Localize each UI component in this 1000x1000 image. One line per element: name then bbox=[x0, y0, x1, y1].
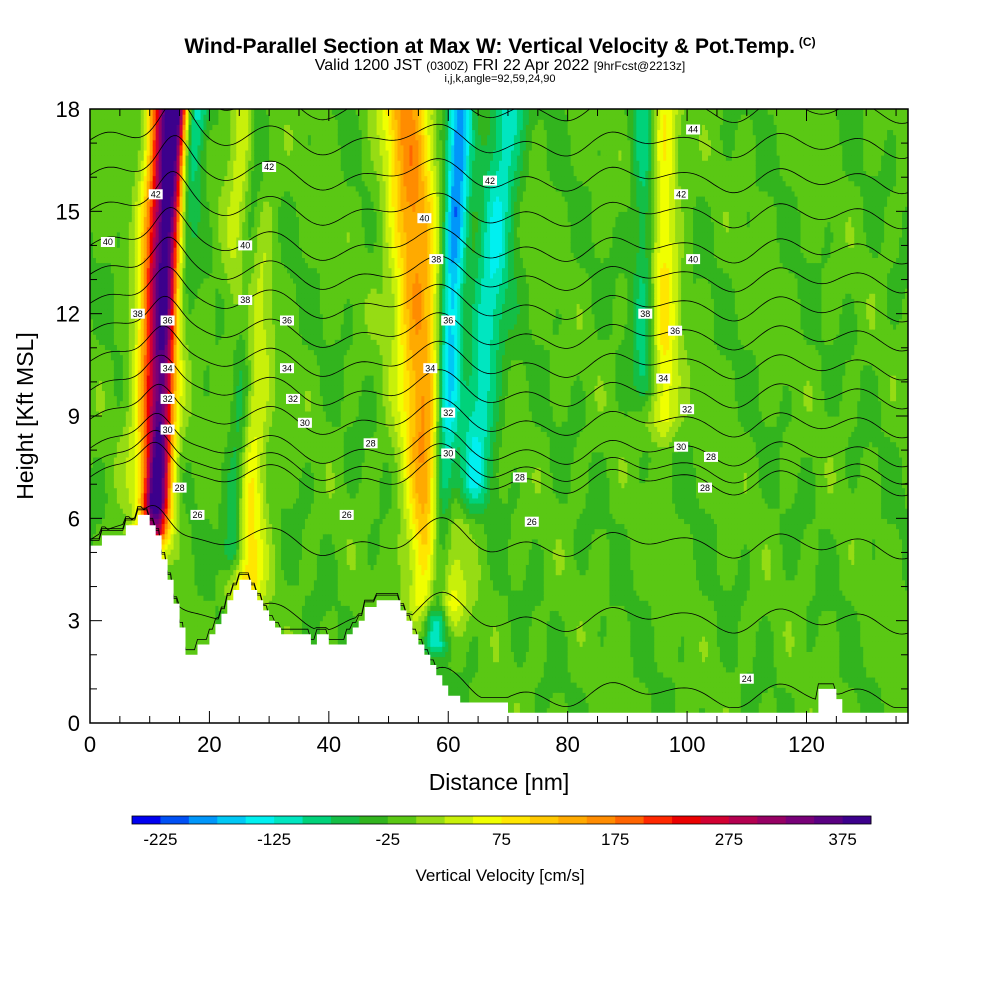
contour-label: 34 bbox=[656, 374, 670, 384]
contour-label: 24 bbox=[740, 674, 754, 684]
colorbar-tick-label: -125 bbox=[257, 830, 291, 849]
colorbar-tick-label: 275 bbox=[715, 830, 743, 849]
contour-label: 36 bbox=[161, 316, 175, 326]
colorbar-swatch bbox=[132, 816, 161, 824]
contour-label: 36 bbox=[441, 316, 455, 326]
contour-label: 44 bbox=[686, 125, 700, 135]
colorbar-swatch bbox=[246, 816, 275, 824]
colorbar-swatch bbox=[587, 816, 616, 824]
colorbar-swatch bbox=[786, 816, 815, 824]
x-axis-title: Distance [nm] bbox=[429, 769, 570, 795]
y-axis-title: Height [Kft MSL] bbox=[12, 332, 38, 499]
colorbar-tick-label: 75 bbox=[492, 830, 511, 849]
colorbar-tick-label: -25 bbox=[376, 830, 401, 849]
contour-label: 36 bbox=[668, 326, 682, 336]
colorbar-swatch bbox=[445, 816, 474, 824]
contour-label: 28 bbox=[364, 438, 378, 448]
contour-label: 32 bbox=[680, 404, 694, 414]
contour-label: 40 bbox=[417, 213, 431, 223]
x-tick-label: 80 bbox=[555, 732, 579, 757]
y-tick-label: 3 bbox=[68, 609, 80, 634]
contour-label: 30 bbox=[298, 418, 312, 428]
colorbar-swatch bbox=[388, 816, 417, 824]
colorbar-swatch bbox=[303, 816, 332, 824]
contour-label: 30 bbox=[674, 442, 688, 452]
contour-label: 34 bbox=[280, 363, 294, 373]
colorbar-swatch bbox=[644, 816, 673, 824]
contour-label: 32 bbox=[286, 394, 300, 404]
x-tick-label: 60 bbox=[436, 732, 460, 757]
colorbar-swatch bbox=[814, 816, 843, 824]
y-tick-label: 12 bbox=[56, 302, 80, 327]
x-tick-label: 40 bbox=[317, 732, 341, 757]
contour-label: 38 bbox=[429, 254, 443, 264]
y-tick-label: 0 bbox=[68, 711, 80, 736]
contour-label: 42 bbox=[483, 176, 497, 186]
contour-label: 32 bbox=[441, 408, 455, 418]
colorbar-swatch bbox=[189, 816, 218, 824]
colorbar-swatch bbox=[217, 816, 246, 824]
y-tick-label: 18 bbox=[56, 97, 80, 122]
contour-label: 42 bbox=[262, 162, 276, 172]
colorbar-swatch bbox=[700, 816, 729, 824]
contour-label: 26 bbox=[525, 517, 539, 527]
contour-label: 28 bbox=[698, 483, 712, 493]
colorbar-tick-label: -225 bbox=[143, 830, 177, 849]
contour-label: 28 bbox=[704, 452, 718, 462]
colorbar-swatch bbox=[274, 816, 303, 824]
colorbar-tick-label: 175 bbox=[601, 830, 629, 849]
contour-label: 28 bbox=[513, 472, 527, 482]
contour-label: 38 bbox=[638, 309, 652, 319]
x-tick-label: 0 bbox=[84, 732, 96, 757]
x-tick-label: 120 bbox=[788, 732, 825, 757]
y-tick-label: 15 bbox=[56, 199, 80, 224]
colorbar-swatch bbox=[558, 816, 587, 824]
contour-label: 32 bbox=[161, 394, 175, 404]
colorbar-swatch bbox=[843, 816, 872, 824]
contour-label: 40 bbox=[101, 237, 115, 247]
contour-label: 30 bbox=[441, 449, 455, 459]
colorbar-swatch bbox=[757, 816, 786, 824]
colorbar-swatch bbox=[473, 816, 502, 824]
colorbar-swatch bbox=[615, 816, 644, 824]
contour-label: 36 bbox=[280, 316, 294, 326]
colorbar-swatch bbox=[672, 816, 701, 824]
colorbar-swatch bbox=[160, 816, 189, 824]
contour-label: 26 bbox=[340, 510, 354, 520]
colorbar: -225 -125 -25 75 175 275 375 bbox=[132, 816, 871, 849]
contour-label: 38 bbox=[238, 295, 252, 305]
colorbar-swatch bbox=[729, 816, 758, 824]
contour-label: 42 bbox=[149, 189, 163, 199]
colorbar-swatch bbox=[530, 816, 559, 824]
contour-label: 38 bbox=[131, 309, 145, 319]
contour-label: 42 bbox=[674, 189, 688, 199]
contour-label: 40 bbox=[686, 254, 700, 264]
contour-label: 30 bbox=[161, 425, 175, 435]
x-tick-label: 20 bbox=[197, 732, 221, 757]
y-tick-label: 6 bbox=[68, 506, 80, 531]
colorbar-swatch bbox=[416, 816, 445, 824]
vertical-velocity-field bbox=[90, 109, 909, 724]
colorbar-tick-label: 375 bbox=[828, 830, 856, 849]
contour-label: 28 bbox=[173, 483, 187, 493]
contour-label: 40 bbox=[238, 240, 252, 250]
x-tick-label: 100 bbox=[669, 732, 706, 757]
colorbar-swatch bbox=[331, 816, 360, 824]
y-tick-label: 9 bbox=[68, 404, 80, 429]
chart-canvas: 444242424240 4040403838383836 36 363634 34 34… bbox=[0, 0, 1000, 1000]
colorbar-title: Vertical Velocity [cm/s] bbox=[415, 866, 584, 885]
contour-label: 34 bbox=[161, 363, 175, 373]
contour-label: 26 bbox=[191, 510, 205, 520]
colorbar-swatch bbox=[359, 816, 388, 824]
colorbar-swatch bbox=[502, 816, 531, 824]
contour-label: 34 bbox=[423, 363, 437, 373]
